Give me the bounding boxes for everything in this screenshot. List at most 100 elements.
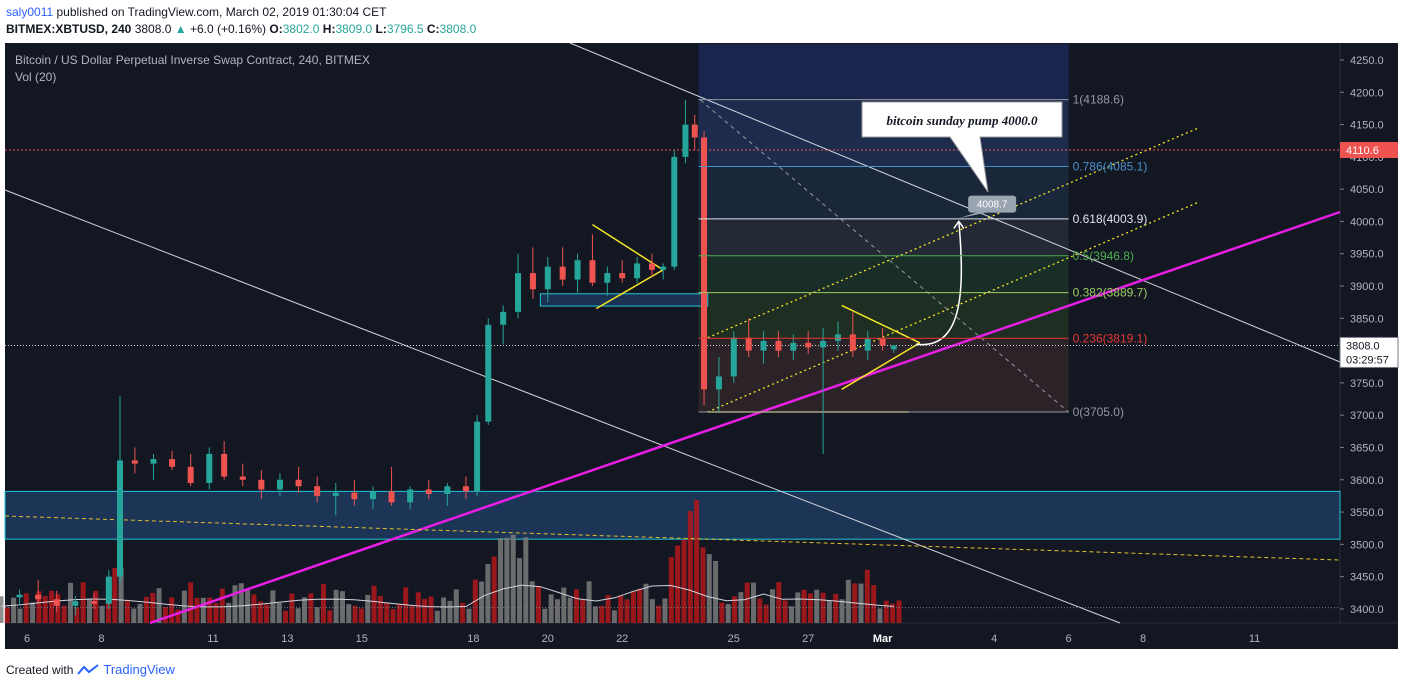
candle-body[interactable]	[682, 124, 689, 157]
tradingview-link[interactable]: TradingView	[103, 662, 175, 677]
candle-body[interactable]	[559, 266, 566, 280]
candle-body[interactable]	[671, 156, 678, 267]
projection-arrow[interactable]	[915, 221, 963, 346]
triangle-line[interactable]	[841, 304, 921, 344]
price-change: +6.0 (+0.16%)	[189, 22, 267, 36]
volume-bar	[49, 590, 55, 623]
candle-body[interactable]	[890, 345, 897, 350]
candle-body[interactable]	[604, 273, 611, 283]
candle-body[interactable]	[276, 479, 283, 490]
current-price-tag	[1339, 336, 1399, 368]
candle-body[interactable]	[425, 489, 432, 494]
candle-body[interactable]	[879, 338, 886, 346]
candle-body[interactable]	[187, 466, 194, 483]
candle-body[interactable]	[16, 594, 23, 598]
volume-bar	[662, 598, 668, 623]
created-with-text: Created with	[6, 662, 74, 677]
fib-level-label: 0.786(4085.1)	[1073, 159, 1148, 173]
candle-body[interactable]	[634, 263, 641, 279]
support-zone-small[interactable]	[539, 293, 709, 307]
channel-line-lower[interactable]	[707, 201, 1200, 413]
candle-body[interactable]	[332, 492, 339, 496]
candle-body[interactable]	[775, 340, 782, 351]
footer: Created with TradingView	[6, 662, 175, 677]
price-axis[interactable]	[1340, 43, 1398, 623]
downtrend-line-upper[interactable]	[569, 42, 1341, 363]
candle-body[interactable]	[730, 337, 737, 377]
candle-body[interactable]	[369, 491, 376, 500]
volume-bar	[599, 605, 605, 623]
volume-bar	[181, 590, 187, 623]
volume-bar	[807, 593, 813, 623]
author-link[interactable]: saly0011	[6, 5, 54, 19]
candle-body[interactable]	[239, 476, 246, 480]
candle-body[interactable]	[529, 273, 536, 290]
volume-bar	[23, 593, 29, 623]
volume-bar	[643, 583, 649, 623]
candle-body[interactable]	[388, 491, 395, 503]
candle-body[interactable]	[864, 338, 871, 351]
y-tick-label: 3650.0	[1350, 442, 1384, 454]
volume-bar	[314, 607, 320, 623]
support-zone[interactable]	[4, 490, 1341, 540]
candle-body[interactable]	[351, 492, 358, 500]
fib-retracement[interactable]: 1(4188.6) 0.786(4085.1) 0.618(4003.9) 0.5(3…	[698, 93, 1147, 419]
candle-body[interactable]	[619, 273, 626, 279]
candle-body[interactable]	[760, 340, 767, 351]
fib-zone	[698, 43, 1069, 412]
candle-body[interactable]	[660, 266, 667, 270]
candle-body[interactable]	[544, 266, 551, 290]
annotation-callout[interactable]: bitcoin sunday pump 4000.0	[861, 101, 1063, 193]
candle-body[interactable]	[407, 489, 414, 503]
magenta-support-line[interactable]	[149, 210, 1341, 625]
triangle-line[interactable]	[841, 342, 921, 391]
candle-body[interactable]	[849, 334, 856, 351]
volume-bar	[428, 596, 434, 623]
candle-body[interactable]	[500, 311, 507, 325]
volume-bar	[162, 606, 168, 623]
candle-body[interactable]	[701, 137, 708, 390]
candle-body[interactable]	[444, 486, 451, 494]
candle-body[interactable]	[648, 263, 655, 270]
volume-bar	[706, 554, 712, 623]
time-axis[interactable]	[5, 623, 1398, 649]
candle-body[interactable]	[485, 324, 492, 422]
channel-line-upper[interactable]	[707, 127, 1200, 339]
volume-bar	[333, 589, 339, 623]
candle-body[interactable]	[834, 334, 841, 341]
candle-body[interactable]	[805, 342, 812, 348]
candle-body[interactable]	[150, 459, 157, 464]
x-tick-label: 6	[1066, 633, 1072, 645]
published-text: published on TradingView.com, March 02, …	[56, 5, 387, 19]
fib-level-label: 0.382(3889.7)	[1073, 286, 1148, 300]
candle-body[interactable]	[35, 594, 42, 600]
candle-body[interactable]	[691, 124, 698, 138]
candle-body[interactable]	[515, 273, 522, 312]
candle-body[interactable]	[221, 453, 228, 477]
candle-body[interactable]	[745, 337, 752, 351]
candle-body[interactable]	[574, 260, 581, 280]
candle-body[interactable]	[53, 599, 60, 606]
triangle-line[interactable]	[592, 224, 664, 271]
candle-body[interactable]	[72, 601, 79, 606]
candle-body[interactable]	[206, 453, 213, 483]
candle-body[interactable]	[90, 601, 97, 604]
candle-body[interactable]	[589, 260, 596, 283]
candle-body[interactable]	[169, 459, 176, 467]
candle-body[interactable]	[117, 460, 123, 577]
candle-body[interactable]	[474, 421, 481, 492]
candle-body[interactable]	[820, 340, 827, 348]
candle-body[interactable]	[105, 576, 112, 604]
candle-body[interactable]	[715, 376, 722, 390]
candle-body[interactable]	[462, 486, 469, 492]
fib-zone-band	[698, 292, 1069, 339]
downtrend-line-lower[interactable]	[4, 189, 1121, 624]
candle-body[interactable]	[295, 479, 302, 487]
candle-body[interactable]	[258, 479, 265, 490]
price-chart[interactable]: 1(4188.6) 0.786(4085.1) 0.618(4003.9) 0.5(3…	[0, 40, 1404, 654]
candle-body[interactable]	[131, 460, 138, 464]
candles[interactable]	[16, 100, 897, 616]
volume-bar	[883, 600, 889, 623]
candle-body[interactable]	[790, 342, 797, 351]
candle-body[interactable]	[314, 486, 321, 496]
